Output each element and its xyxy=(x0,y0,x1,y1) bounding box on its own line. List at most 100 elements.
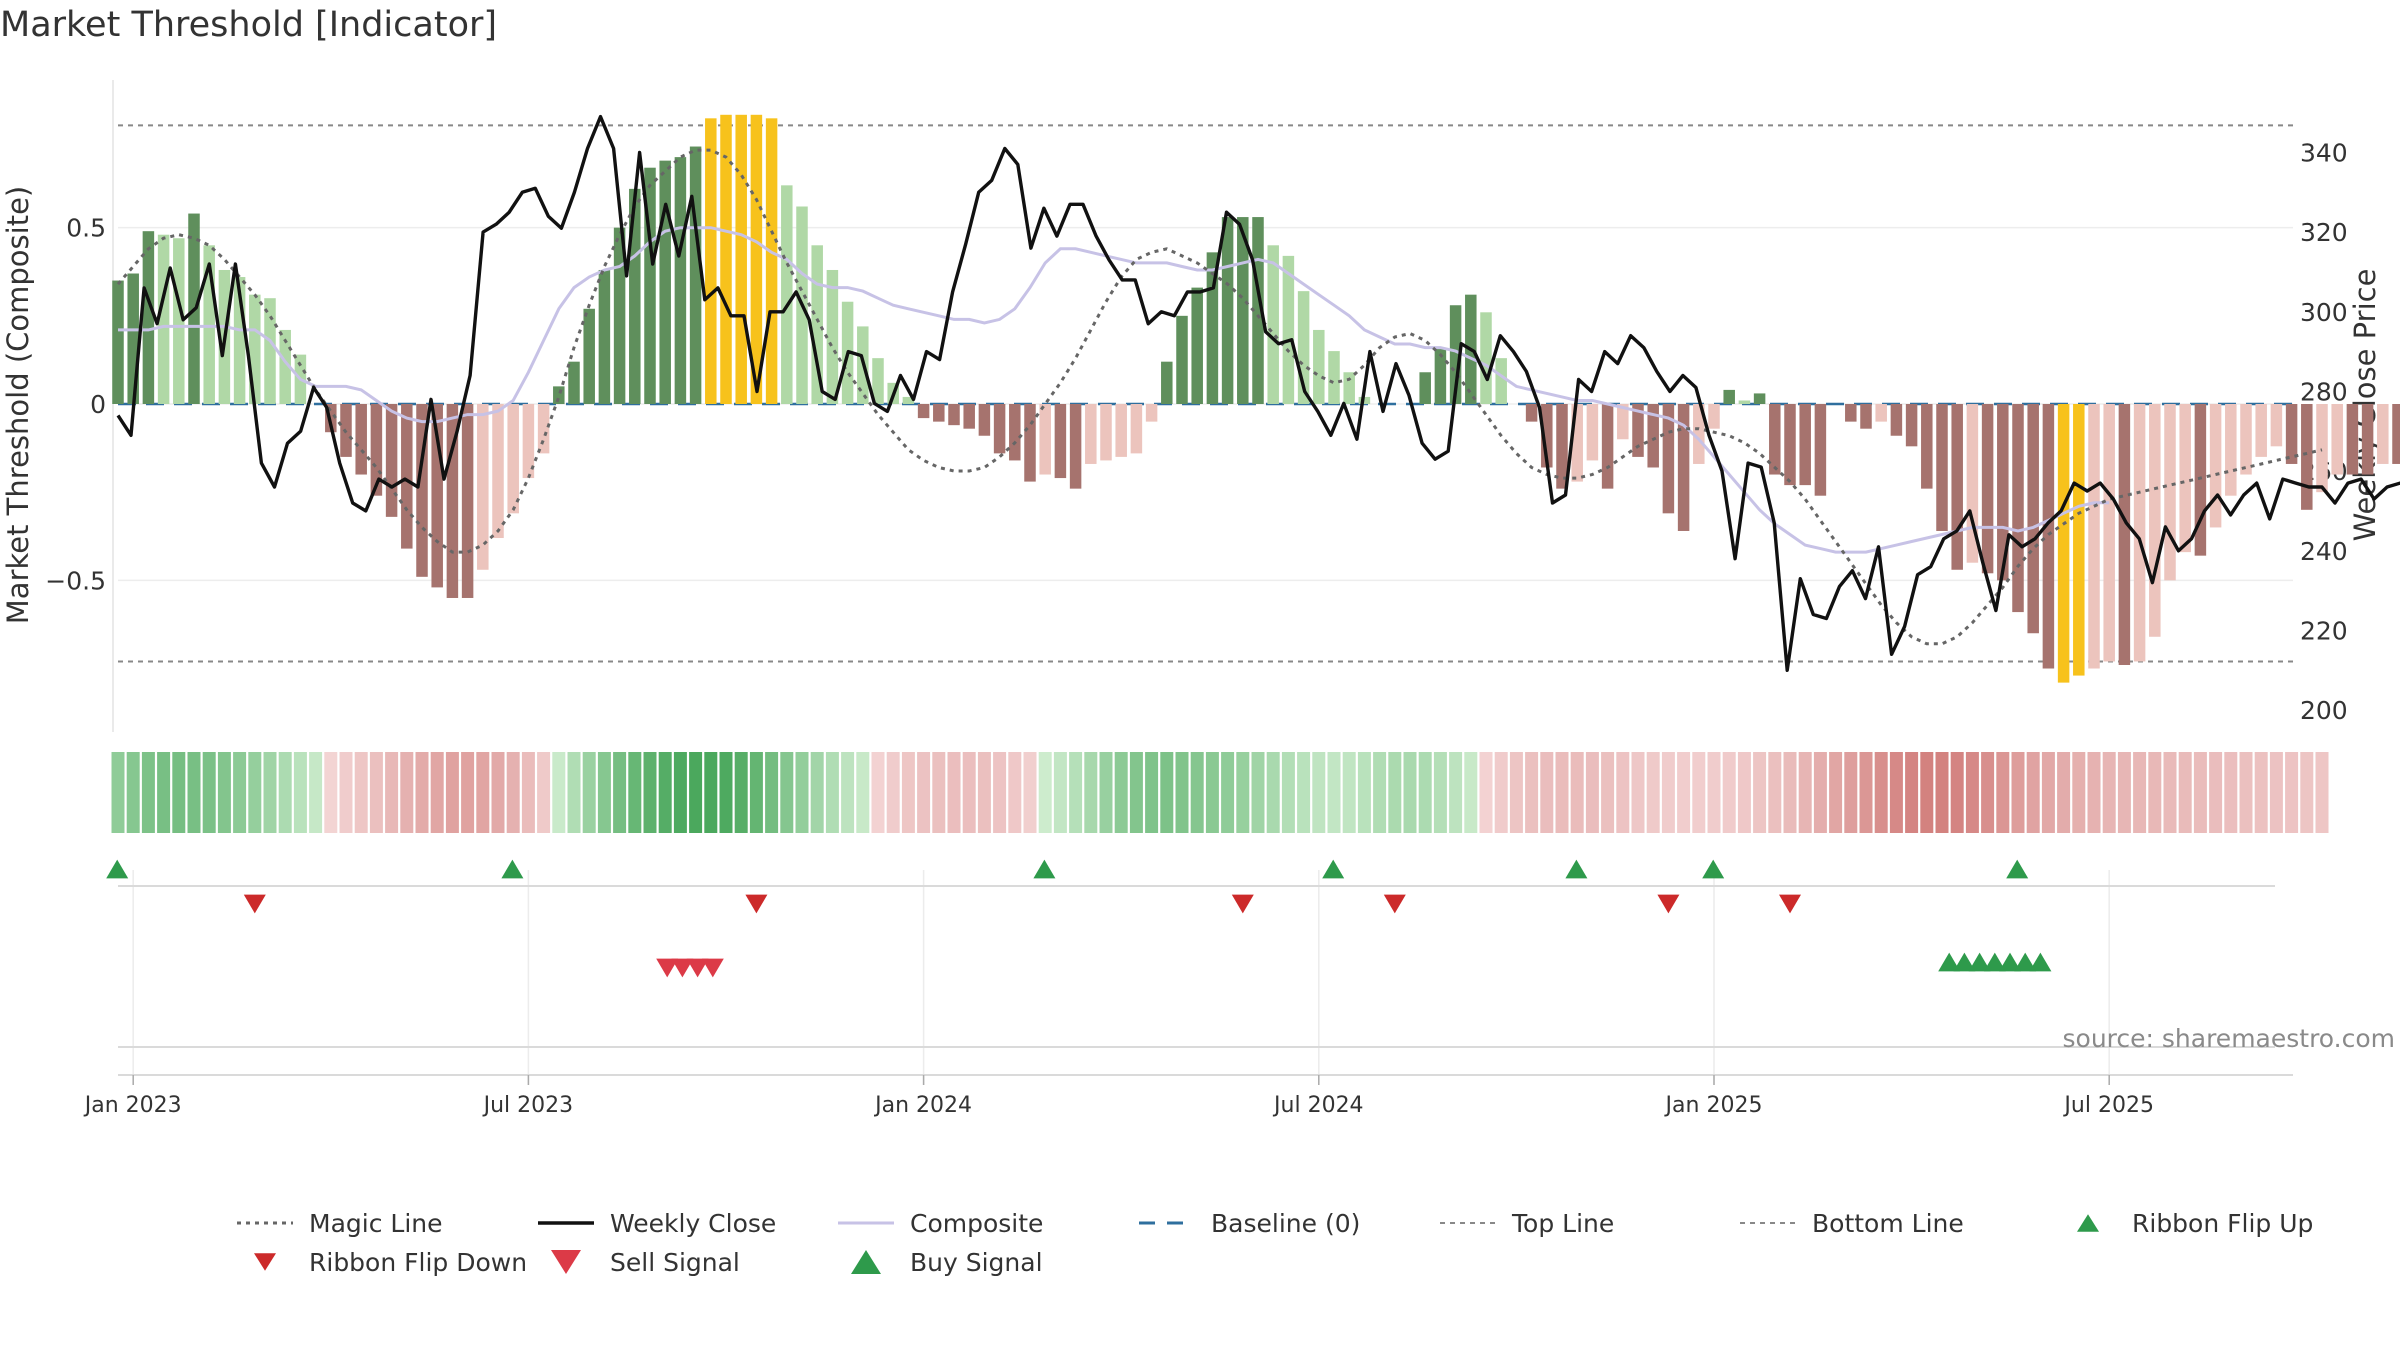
composite-bar xyxy=(112,280,124,404)
ribbon-segment xyxy=(1069,752,1083,833)
composite-bar xyxy=(948,404,960,426)
legend-label: Weekly Close xyxy=(610,1209,776,1238)
ribbon-segment xyxy=(886,752,900,833)
ribbon-segment xyxy=(1540,752,1554,833)
composite-bar xyxy=(2057,404,2070,683)
y-tick-label: 0 xyxy=(90,390,106,419)
ribbon-segment xyxy=(1297,752,1311,833)
composite-bar xyxy=(583,308,595,404)
composite-bar xyxy=(1586,404,1599,461)
composite-bar xyxy=(2392,404,2400,464)
composite-bar xyxy=(2255,404,2267,457)
ribbon-segment xyxy=(1418,752,1432,833)
composite-bar xyxy=(1723,389,1735,404)
signal-markers xyxy=(106,859,2293,1076)
buy-signal-marker xyxy=(1953,952,1976,972)
ribbon-segment xyxy=(1631,752,1645,833)
composite-bar xyxy=(1632,404,1644,457)
ribbon-segment xyxy=(2041,752,2055,833)
ribbon-segment xyxy=(309,752,323,833)
ribbon-segment xyxy=(871,752,885,833)
composite-bar xyxy=(2103,404,2115,662)
ribbon-flip-up-marker xyxy=(1565,859,1588,879)
ribbon-segment xyxy=(2102,752,2116,833)
composite-bar xyxy=(461,404,474,598)
composite-bar xyxy=(1981,404,1994,574)
composite-bar xyxy=(826,269,839,404)
legend: Magic Line Weekly Close Composite Baseline … xyxy=(237,1209,2313,1277)
ribbon-segment xyxy=(901,752,915,833)
legend-item-close: Weekly Close xyxy=(538,1209,776,1238)
ribbon-segment xyxy=(795,752,809,833)
ribbon-segment xyxy=(582,752,596,833)
ribbon-flip-down-marker xyxy=(1231,894,1254,914)
composite-bar xyxy=(1799,404,1811,486)
ribbon-segment xyxy=(2163,752,2177,833)
ribbon-segment xyxy=(1996,752,2010,833)
composite-bar xyxy=(2133,404,2146,662)
composite-bar xyxy=(1100,404,1112,461)
composite-bar xyxy=(1115,404,1127,457)
ribbon-segment xyxy=(1281,752,1295,833)
legend-item-ribbon_up: Ribbon Flip Up xyxy=(2077,1209,2313,1238)
composite-bar xyxy=(1495,358,1507,404)
composite-bar xyxy=(507,404,519,514)
ribbon-segment xyxy=(187,752,201,833)
magic-line xyxy=(116,148,2323,646)
composite-bar xyxy=(203,245,215,404)
ribbon-segment xyxy=(1114,752,1128,833)
composite-bar xyxy=(2270,404,2283,447)
ribbon-segment xyxy=(2026,752,2040,833)
legend-label: Top Line xyxy=(1511,1209,1614,1238)
composite-bar xyxy=(1176,315,1188,404)
ribbon-segment xyxy=(1433,752,1447,833)
y-tick-label-right: 280 xyxy=(2300,377,2348,406)
ribbon-segment xyxy=(2087,752,2101,833)
ribbon-segment xyxy=(993,752,1007,833)
y-ticks-left: 0.5 0 −0.5 xyxy=(45,214,106,596)
ribbon-segment xyxy=(765,752,779,833)
composite-bar xyxy=(401,404,413,549)
ribbon-segment xyxy=(1920,752,1934,833)
ribbon-segment xyxy=(977,752,991,833)
composite-bar xyxy=(2209,404,2222,528)
ribbon-segment xyxy=(2193,752,2207,833)
composite-bar xyxy=(1525,404,1538,422)
ribbon-segment xyxy=(293,752,307,833)
composite-bar xyxy=(2316,404,2328,493)
composite-bar xyxy=(1966,404,1979,563)
composite-bar xyxy=(1297,291,1310,404)
legend-label: Sell Signal xyxy=(610,1248,740,1277)
composite-bar xyxy=(735,114,747,404)
ribbon-segment xyxy=(1236,752,1250,833)
legend-swatch xyxy=(2077,1214,2099,1232)
composite-bar xyxy=(1784,404,1796,486)
composite-bar xyxy=(157,234,170,404)
composite-bar xyxy=(993,404,1006,454)
composite-bar xyxy=(1328,351,1340,404)
composite-bar xyxy=(629,188,641,404)
ribbon-segment xyxy=(1692,752,1706,833)
ribbon-segment xyxy=(749,752,763,833)
ribbon-segment xyxy=(415,752,429,833)
composite-bar xyxy=(1145,404,1158,422)
composite-bar xyxy=(2194,404,2207,556)
composite-bar xyxy=(2361,404,2374,475)
composite-bar xyxy=(1647,404,1659,468)
composite-bar xyxy=(264,298,276,404)
composite-bar xyxy=(2088,404,2100,669)
ribbon-segment xyxy=(1905,752,1919,833)
composite-bar xyxy=(1617,404,1629,440)
y-tick-label-right: 320 xyxy=(2300,218,2348,247)
source-credit: source: sharemaestro.com xyxy=(2063,1024,2396,1053)
composite-bar xyxy=(2179,404,2191,553)
ribbon-segment xyxy=(1570,752,1584,833)
ribbon-segment xyxy=(1555,752,1569,833)
composite-bar xyxy=(1738,400,1751,404)
composite-bar xyxy=(477,404,489,570)
ribbon-segment xyxy=(354,752,368,833)
composite-bar xyxy=(1890,404,1903,436)
ribbon-segment xyxy=(476,752,490,833)
